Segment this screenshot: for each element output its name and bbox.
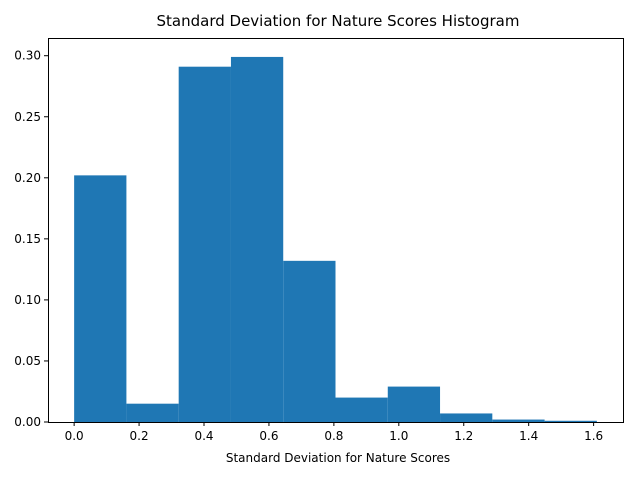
y-tick-label: 0.00 xyxy=(14,415,41,429)
histogram-bar xyxy=(440,413,493,422)
y-tick-label: 0.05 xyxy=(14,354,41,368)
histogram-bar xyxy=(492,419,545,422)
histogram-bar xyxy=(230,56,284,422)
plot-frame xyxy=(48,38,624,423)
y-tick-label: 0.20 xyxy=(14,171,41,185)
histogram-bar xyxy=(387,386,441,422)
y-tick-label: 0.25 xyxy=(14,110,41,124)
chart-title: Standard Deviation for Nature Scores His… xyxy=(157,12,520,30)
histogram-bar xyxy=(74,175,127,422)
histogram-bar xyxy=(178,66,231,422)
histogram-bar xyxy=(283,260,336,422)
x-tick-label: 0.4 xyxy=(194,429,213,443)
histogram-bar xyxy=(126,403,179,422)
x-tick-label: 1.4 xyxy=(519,429,538,443)
x-tick-label: 0.0 xyxy=(65,429,84,443)
histogram-bar xyxy=(335,397,388,422)
bars-group xyxy=(74,56,597,422)
x-axis-label: Standard Deviation for Nature Scores xyxy=(226,451,450,465)
y-axis-ticks: 0.00 0.05 0.10 0.15 0.20 0.25 0.30 xyxy=(14,49,48,429)
x-tick-label: 0.2 xyxy=(130,429,149,443)
y-tick-label: 0.15 xyxy=(14,232,41,246)
y-tick-label: 0.30 xyxy=(14,49,41,63)
x-axis-ticks: 0.0 0.2 0.4 0.6 0.8 1.0 1.2 1.4 1.6 xyxy=(65,422,603,443)
histogram-bar xyxy=(544,420,597,422)
x-tick-label: 0.8 xyxy=(324,429,343,443)
x-tick-label: 1.2 xyxy=(454,429,473,443)
x-tick-label: 1.0 xyxy=(389,429,408,443)
x-tick-label: 0.6 xyxy=(259,429,278,443)
x-tick-label: 1.6 xyxy=(584,429,603,443)
y-tick-label: 0.10 xyxy=(14,293,41,307)
